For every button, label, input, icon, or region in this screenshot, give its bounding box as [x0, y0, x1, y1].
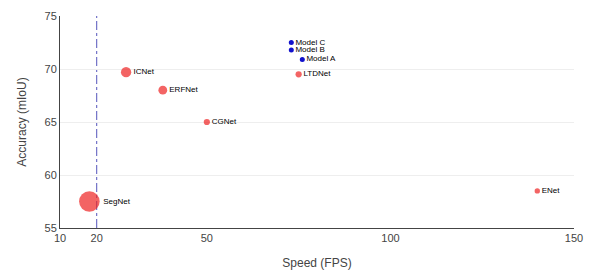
svg-text:100: 100 — [381, 232, 399, 244]
svg-text:Accuracy (mIoU): Accuracy (mIoU) — [15, 77, 29, 166]
svg-text:150: 150 — [565, 232, 583, 244]
svg-text:ENet: ENet — [542, 186, 561, 195]
svg-text:Model A: Model A — [306, 54, 336, 63]
svg-text:ERFNet: ERFNet — [169, 85, 198, 94]
svg-text:50: 50 — [201, 232, 213, 244]
svg-text:Model C: Model C — [295, 38, 325, 47]
svg-text:60: 60 — [45, 169, 57, 181]
svg-text:ICNet: ICNet — [134, 67, 155, 76]
svg-text:CGNet: CGNet — [212, 117, 237, 126]
svg-text:65: 65 — [45, 116, 57, 128]
svg-text:70: 70 — [45, 63, 57, 75]
svg-text:Speed (FPS): Speed (FPS) — [282, 256, 351, 270]
svg-text:LTDNet: LTDNet — [304, 69, 332, 78]
svg-text:10: 10 — [54, 232, 66, 244]
svg-text:Model B: Model B — [295, 45, 324, 54]
svg-text:55: 55 — [45, 222, 57, 234]
svg-text:75: 75 — [45, 10, 57, 22]
svg-text:SegNet: SegNet — [103, 197, 130, 206]
svg-text:20: 20 — [91, 232, 103, 244]
